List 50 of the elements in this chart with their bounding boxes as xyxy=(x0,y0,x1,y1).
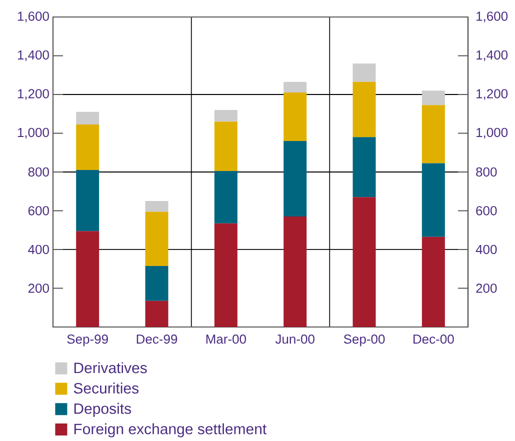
y-tick-label: 1,400 xyxy=(18,50,49,62)
y2-tick-label: 200 xyxy=(476,284,497,293)
legend-label: Deposits xyxy=(74,402,131,417)
bar xyxy=(284,82,307,93)
bar xyxy=(76,124,100,170)
x-tick-label: Mar-00 xyxy=(206,334,246,344)
y2-tick-label: 1,600 xyxy=(476,12,508,22)
y2-tick-label: 800 xyxy=(476,167,497,177)
y2-tick-label: 1,200 xyxy=(476,89,508,100)
x-tick-label: Sep-99 xyxy=(67,334,108,346)
x-tick-label: Dec-00 xyxy=(414,334,454,344)
bar xyxy=(284,92,307,141)
bar xyxy=(284,140,307,217)
y2-tick-label: 1,000 xyxy=(476,128,508,139)
y-tick-label: 1,000 xyxy=(18,128,49,139)
y-tick-label: 400 xyxy=(28,244,49,254)
bar xyxy=(145,266,168,301)
x-tick-label: Sep-00 xyxy=(344,334,385,346)
bar xyxy=(284,216,307,327)
bar xyxy=(352,82,376,138)
bar xyxy=(76,170,100,232)
legend-label: Derivatives xyxy=(74,362,147,374)
bar xyxy=(76,231,100,327)
bar xyxy=(145,212,168,266)
bar xyxy=(352,63,376,82)
bar xyxy=(422,90,445,106)
x-tick-label: Dec-99 xyxy=(136,334,178,344)
y-tick-label: 600 xyxy=(28,206,49,216)
x-tick-label: Jun-00 xyxy=(275,334,314,344)
y-tick-label: 1,200 xyxy=(18,89,49,100)
legend-label: Securities xyxy=(74,382,138,394)
bar xyxy=(352,197,376,327)
y-tick-label: 800 xyxy=(28,167,49,177)
bar xyxy=(76,112,100,125)
bar xyxy=(422,105,445,164)
bar xyxy=(422,236,445,327)
bar xyxy=(214,171,238,224)
bar xyxy=(145,300,168,327)
bar xyxy=(145,201,168,212)
bar xyxy=(214,223,238,327)
y2-tick-label: 400 xyxy=(476,244,497,254)
legend-label: Foreign exchange settlement xyxy=(74,423,266,438)
y-tick-label: 1,600 xyxy=(18,12,49,22)
bar xyxy=(352,137,376,198)
bar xyxy=(422,163,445,237)
y-tick-label: 200 xyxy=(28,284,49,293)
y2-tick-label: 600 xyxy=(476,206,497,216)
y2-tick-label: 1,400 xyxy=(476,50,508,62)
bar xyxy=(214,110,238,122)
bar xyxy=(214,122,238,172)
